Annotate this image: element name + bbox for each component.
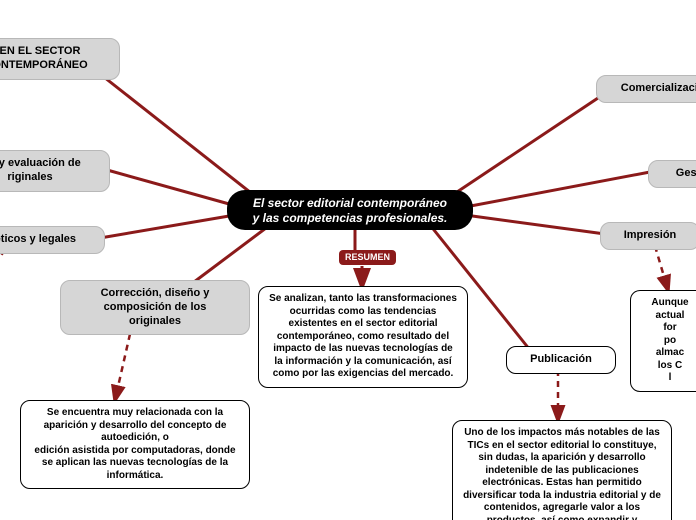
central-line2: y las competencias profesionales. bbox=[253, 211, 448, 225]
summary-box: Se analizan, tanto las transformaciones … bbox=[258, 286, 468, 388]
impresion-desc-box: Aunque actual for po almac los C l bbox=[630, 290, 696, 392]
central-node: El sector editorial contemporáneo y las … bbox=[227, 190, 473, 230]
central-line1: El sector editorial contemporáneo bbox=[253, 196, 447, 210]
node-left-mid: ión y evaluación de riginales bbox=[0, 150, 110, 192]
node-correccion: Corrección, diseño y composición de los … bbox=[60, 280, 250, 335]
node-publicacion: Publicación bbox=[506, 346, 616, 374]
correccion-desc-box: Se encuentra muy relacionada con la apar… bbox=[20, 400, 250, 489]
resumen-tag: RESUMEN bbox=[339, 250, 396, 265]
node-left-ethics: ctos éticos y legales bbox=[0, 226, 105, 254]
publicacion-desc-box: Uno de los impactos más notables de las … bbox=[452, 420, 672, 520]
node-top-right: Comercialización bbox=[596, 75, 696, 103]
node-right-ges: Gest bbox=[648, 160, 696, 188]
node-top-left: EN EL SECTOR ONTEMPORÁNEO bbox=[0, 38, 120, 80]
node-impresion: Impresión bbox=[600, 222, 696, 250]
